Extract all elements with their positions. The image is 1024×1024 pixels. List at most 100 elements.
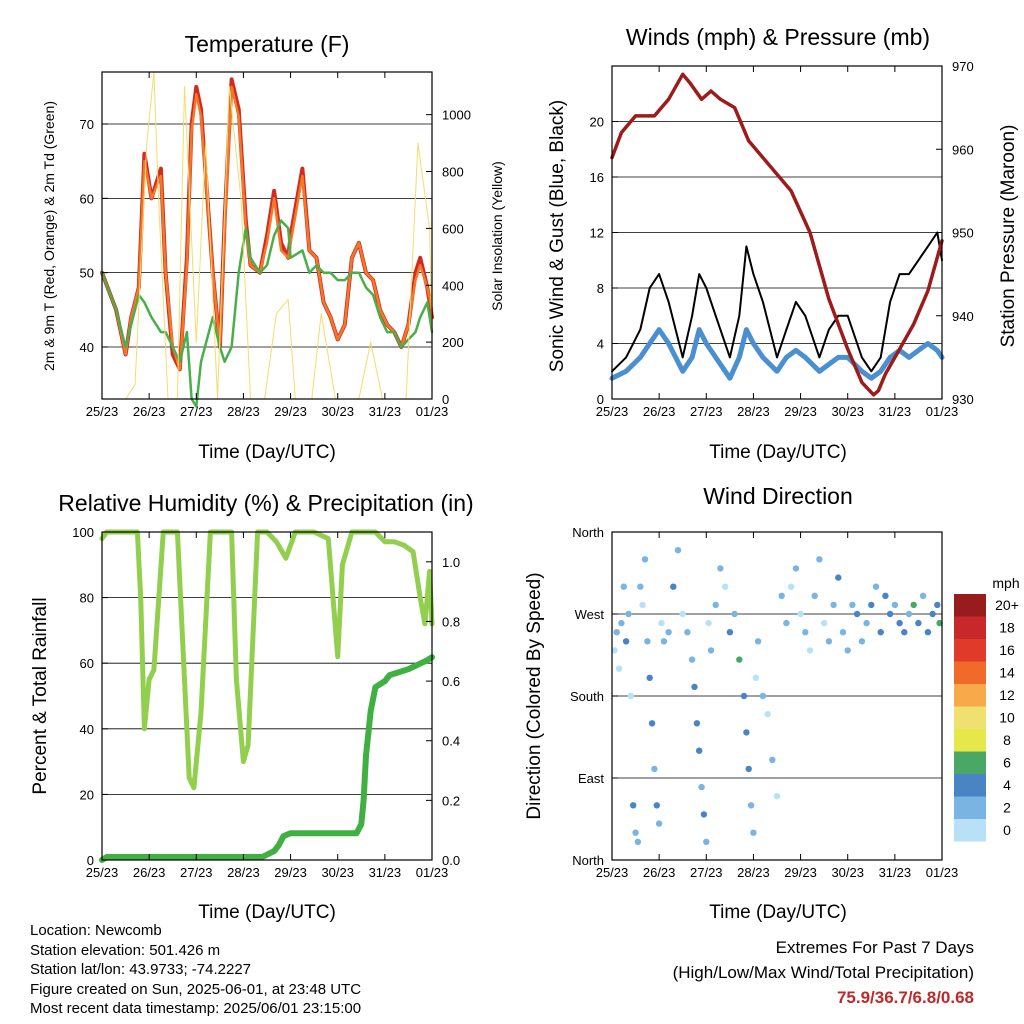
- direction-point: [653, 802, 660, 809]
- direction-point: [849, 601, 856, 609]
- direction-point: [705, 619, 712, 627]
- direction-point: [684, 629, 691, 636]
- colorbar-swatch: [954, 751, 986, 774]
- temperature-xtick-label: 30/23: [321, 404, 354, 419]
- direction-point: [618, 619, 625, 627]
- humidity-ytick-label: 100: [72, 525, 94, 540]
- humidity-xlabel: Time (Day/UTC): [198, 902, 336, 923]
- direction-point: [627, 692, 635, 700]
- direction-point: [698, 783, 705, 791]
- temperature-ytick-label: 60: [80, 191, 94, 206]
- direction-ytick-label: West: [575, 607, 605, 622]
- temperature-ytick-right-label: 0: [442, 392, 449, 407]
- direction-point: [877, 629, 884, 636]
- direction-point: [747, 802, 755, 809]
- direction-point: [752, 674, 759, 681]
- winds-ytick-label: 20: [590, 115, 604, 130]
- humidity-ytick-right-label: 0.8: [442, 614, 460, 629]
- direction-xlabel: Time (Day/UTC): [709, 902, 847, 923]
- winds-ytick-label: 12: [590, 226, 604, 241]
- temperature-title: Temperature (F): [185, 31, 350, 57]
- direction-point: [691, 683, 698, 691]
- humidity-ytick-right-label: 1.0: [442, 555, 460, 570]
- temperature-xtick-label: 27/23: [180, 404, 213, 419]
- direction-point: [726, 629, 734, 636]
- direction-point: [778, 592, 785, 599]
- direction-ytick-label: South: [570, 689, 604, 704]
- humidity-xtick-label: 31/23: [369, 865, 402, 880]
- humidity-ytick-label: 80: [80, 591, 94, 606]
- winds-xtick-label: 26/23: [643, 404, 676, 419]
- colorbar-swatch: [954, 729, 986, 752]
- winds-series-station-pressure: [610, 72, 944, 397]
- temperature-ytick-label: 50: [80, 266, 94, 281]
- temperature-ylabel-left: 2m & 9m T (Red, Orange) & 2m Td (Green): [41, 101, 57, 371]
- temperature-ytick-right-label: 600: [442, 221, 464, 236]
- direction-point: [863, 619, 870, 627]
- direction-point: [740, 692, 748, 700]
- winds-ylabel-left: Sonic Wind & Gust (Blue, Black): [547, 100, 568, 372]
- direction-point: [797, 610, 804, 618]
- direction-point: [919, 592, 927, 599]
- direction-point: [688, 656, 696, 663]
- winds-ytick-right-label: 950: [952, 226, 974, 241]
- direction-point: [783, 619, 790, 627]
- temperature-frame: [101, 71, 433, 400]
- colorbar-label: 14: [999, 665, 1015, 681]
- direction-point: [731, 610, 738, 618]
- colorbar-label: 18: [999, 620, 1015, 636]
- direction-point: [641, 556, 649, 563]
- humidity-plot: 25/23 26/23 27/23 28/23 29/23 30/23 31/23 01/23…: [72, 525, 460, 880]
- direction-point: [929, 610, 936, 618]
- direction-point: [679, 610, 686, 618]
- direction-point: [773, 793, 781, 800]
- winds-xlabel: Time (Day/UTC): [709, 442, 847, 463]
- direction-point: [868, 601, 875, 609]
- winds-ytick-right-label: 970: [952, 59, 974, 74]
- direction-point: [896, 619, 903, 627]
- humidity-ytick-right-label: 0.6: [442, 674, 460, 689]
- direction-point: [620, 583, 627, 590]
- direction-point: [700, 811, 708, 818]
- direction-point: [625, 610, 632, 618]
- winds-ytick-right-label: 940: [952, 309, 974, 324]
- colorbar-swatch: [954, 796, 986, 819]
- temperature-ylabel-right: Solar Insolation (Yellow): [489, 161, 505, 311]
- station-info: Location: Newcomb Station elevation: 501…: [30, 921, 361, 1019]
- humidity-ytick-label: 20: [80, 787, 94, 802]
- temperature-xtick-label: 25/23: [86, 404, 119, 419]
- direction-point: [802, 629, 809, 636]
- direction-point: [736, 656, 743, 663]
- location-text: Location: Newcomb: [30, 922, 162, 939]
- extremes-values: 75.9/36.7/6.8/0.68: [836, 988, 974, 1007]
- colorbar-label: 6: [1003, 755, 1011, 771]
- extremes-heading: Extremes For Past 7 Days: [775, 938, 974, 957]
- direction-point: [670, 583, 677, 590]
- direction-ytick-label: East: [578, 771, 604, 786]
- colorbar-label: 16: [999, 642, 1015, 658]
- direction-point: [901, 629, 908, 636]
- humidity-ytick-right-label: 0.2: [442, 793, 460, 808]
- direction-point: [634, 838, 642, 845]
- colorbar-swatch: [954, 661, 986, 684]
- extremes-box: Extremes For Past 7 Days (High/Low/Max W…: [673, 935, 974, 1010]
- direction-ytick-label: North: [572, 525, 604, 540]
- direction-point: [835, 574, 842, 581]
- direction-ytick-label: North: [572, 853, 604, 868]
- winds-xtick-label: 27/23: [690, 404, 723, 419]
- latest-text: Most recent data timestamp: 2025/06/01 2…: [30, 1000, 362, 1018]
- humidity-frame: [101, 531, 433, 861]
- colorbar-label: 0: [1003, 822, 1011, 838]
- direction-point: [769, 756, 776, 763]
- direction-point: [910, 601, 917, 609]
- humidity-xtick-label: 01/23: [416, 865, 449, 880]
- direction-xtick-label: 31/23: [879, 865, 912, 880]
- direction-point: [886, 610, 894, 618]
- winds-xtick-label: 30/23: [831, 404, 864, 419]
- direction-point: [764, 711, 771, 718]
- temperature-xtick-label: 31/23: [369, 404, 402, 419]
- direction-point: [934, 601, 941, 609]
- direction-point: [915, 619, 922, 627]
- humidity-title: Relative Humidity (%) & Precipitation (i…: [58, 490, 473, 516]
